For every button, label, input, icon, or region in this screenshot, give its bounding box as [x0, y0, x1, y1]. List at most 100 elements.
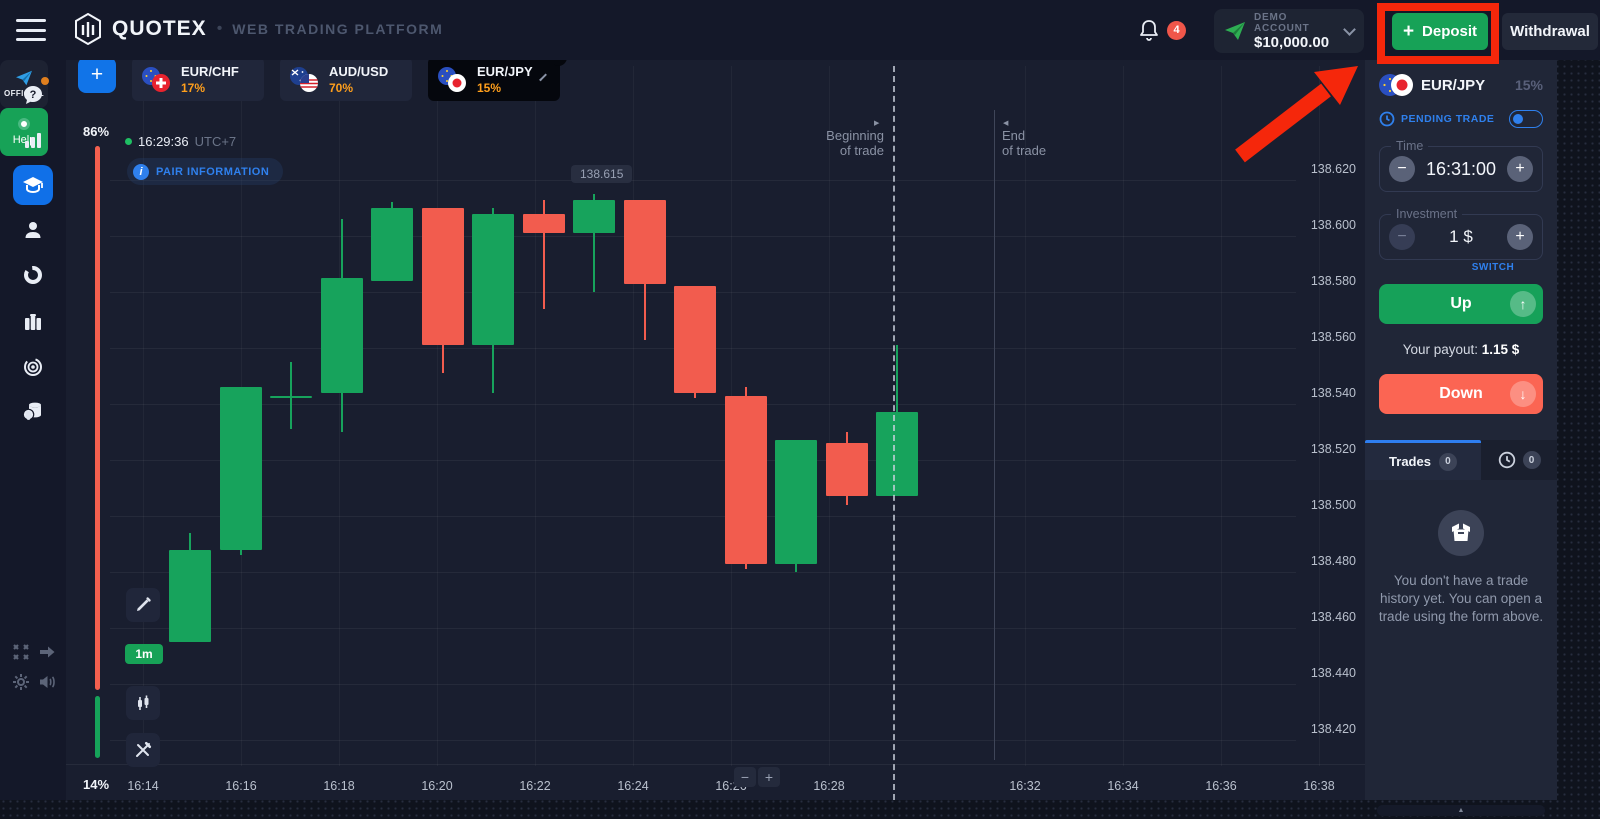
tab-history[interactable]: 0 — [1481, 440, 1557, 480]
svg-text:$: $ — [26, 411, 31, 420]
panel-scrollbar[interactable]: ▲ — [1377, 805, 1545, 816]
tab-eur-jpy-active[interactable]: EUR/JPY 15% × — [428, 49, 567, 101]
coins-icon: $ — [22, 402, 41, 421]
time-increase-button[interactable]: + — [1507, 156, 1533, 182]
gear-icon — [13, 674, 29, 690]
up-label: Up — [1450, 295, 1472, 312]
time-field: Time − 16:31:00 + — [1379, 139, 1543, 192]
deposit-label: Deposit — [1422, 23, 1478, 40]
official-channel-button[interactable]: OFFICIAL — [0, 60, 48, 108]
trades-tab-label: Trades — [1389, 454, 1431, 469]
sidebar-item-education-active[interactable] — [13, 165, 53, 205]
sidebar-item-analytics[interactable] — [13, 255, 53, 295]
eur-jpy-flags-icon — [438, 67, 468, 92]
trade-panel: EUR/JPY 15% PENDING TRADE Time − 16:31:0… — [1365, 60, 1557, 816]
panel-payout-percent: 15% — [1514, 77, 1543, 93]
account-selector[interactable]: DEMO ACCOUNT $10,000.00 — [1214, 9, 1364, 53]
sidebar-item-trading[interactable] — [13, 120, 53, 160]
fullscreen-button[interactable] — [8, 632, 34, 672]
platform-subtitle: WEB TRADING PLATFORM — [232, 21, 444, 37]
investment-value[interactable]: 1 $ — [1449, 227, 1473, 246]
notifications-button[interactable]: 4 — [1138, 18, 1186, 42]
deposit-button[interactable]: + Deposit — [1392, 13, 1488, 50]
person-icon — [25, 222, 41, 238]
down-button[interactable]: Down ↓ — [1379, 374, 1543, 414]
graduation-cap-icon — [23, 177, 43, 194]
toggle-knob — [1513, 113, 1523, 124]
panel-pair-label: EUR/JPY — [1421, 76, 1486, 94]
sidebar-item-signals[interactable] — [13, 347, 53, 387]
sidebar-item-market[interactable] — [13, 302, 53, 342]
chart-canvas[interactable] — [66, 60, 1365, 800]
demo-account-icon — [1225, 22, 1245, 40]
help-status-dot — [18, 118, 30, 130]
aud-usd-flags-icon — [290, 67, 320, 92]
official-label: OFFICIAL — [3, 89, 45, 98]
chat-help-icon: ? — [24, 86, 42, 104]
empty-trades-icon — [1438, 510, 1484, 561]
settings-button[interactable] — [8, 662, 34, 702]
time-value[interactable]: 16:31:00 — [1425, 158, 1497, 179]
pair-tabs: + EUR/CHF 17% AUD/USD 70% — [78, 49, 567, 101]
clock-icon — [1379, 111, 1395, 127]
history-count-badge: 0 — [1522, 451, 1541, 469]
fullscreen-icon — [13, 644, 29, 660]
help-button[interactable]: Help — [0, 108, 48, 156]
sidebar-item-bonuses[interactable]: $ — [13, 391, 53, 431]
zoom-in-button[interactable]: + — [758, 767, 780, 787]
time-field-label: Time — [1391, 139, 1429, 153]
chevron-down-icon[interactable] — [538, 72, 547, 82]
tab-trades[interactable]: Trades 0 — [1365, 440, 1481, 480]
tab-aud-usd[interactable]: AUD/USD 70% — [280, 57, 412, 101]
withdrawal-button[interactable]: Withdrawal — [1502, 13, 1598, 50]
sound-button[interactable] — [34, 662, 60, 702]
menu-button[interactable] — [16, 19, 46, 41]
account-type-label: DEMO ACCOUNT — [1254, 11, 1310, 34]
sidebar-item-support[interactable]: ? — [13, 75, 53, 115]
pair-information-label: PAIR INFORMATION — [156, 165, 270, 178]
up-button[interactable]: Up ↑ — [1379, 284, 1543, 324]
pending-trade-toggle[interactable] — [1509, 110, 1543, 128]
tab-payout-label: 15% — [477, 80, 502, 95]
payout-label: Your payout: — [1402, 342, 1478, 357]
briefcase-icon — [25, 314, 41, 330]
history-clock-icon — [1498, 451, 1515, 469]
zoom-out-button[interactable]: − — [734, 767, 756, 787]
target-signals-icon — [24, 358, 42, 376]
chart-type-button[interactable] — [126, 686, 160, 720]
topbar: QUOTEX • WEB TRADING PLATFORM 4 DEMO ACC… — [0, 0, 1600, 60]
notification-dot — [41, 77, 49, 85]
pair-information-button[interactable]: i PAIR INFORMATION — [127, 158, 284, 185]
triangle-up-icon: ▲ — [1457, 807, 1465, 814]
tab-payout-label: 70% — [329, 80, 354, 95]
help-label: Help — [12, 134, 36, 146]
pending-trade-row: PENDING TRADE — [1379, 110, 1543, 128]
time-decrease-button[interactable]: − — [1389, 156, 1415, 182]
investment-decrease-button[interactable]: − — [1389, 224, 1415, 250]
switch-button[interactable]: SWITCH — [1471, 262, 1515, 273]
bell-icon — [1140, 20, 1158, 41]
arrow-right-icon — [40, 646, 55, 658]
drawing-tool-button[interactable] — [126, 588, 160, 622]
panel-pair-header[interactable]: EUR/JPY 15% — [1379, 72, 1543, 98]
payout-row: Your payout: 1.15 $ — [1365, 342, 1557, 357]
candlestick-chart-icon — [138, 695, 149, 710]
empty-trades-message: You don't have a trade history yet. You … — [1378, 573, 1544, 625]
sidebar-item-profile[interactable] — [13, 210, 53, 250]
telegram-icon — [16, 70, 32, 86]
investment-field-label: Investment — [1391, 207, 1463, 221]
speaker-icon — [40, 676, 55, 688]
tab-eur-chf[interactable]: EUR/CHF 17% — [132, 57, 264, 101]
arrow-down-icon: ↓ — [1510, 381, 1536, 407]
bar-chart-icon — [25, 133, 41, 148]
svg-text:?: ? — [30, 89, 37, 101]
investment-increase-button[interactable]: + — [1507, 224, 1533, 250]
donut-chart-icon — [24, 266, 42, 284]
crossed-tools-button[interactable] — [126, 733, 160, 767]
pencil-icon — [137, 597, 151, 611]
add-pair-button[interactable]: + — [78, 57, 116, 93]
timeframe-button[interactable]: 1m — [125, 644, 163, 664]
empty-box-icon — [1438, 510, 1484, 556]
collapse-sidebar-button[interactable] — [34, 632, 60, 672]
